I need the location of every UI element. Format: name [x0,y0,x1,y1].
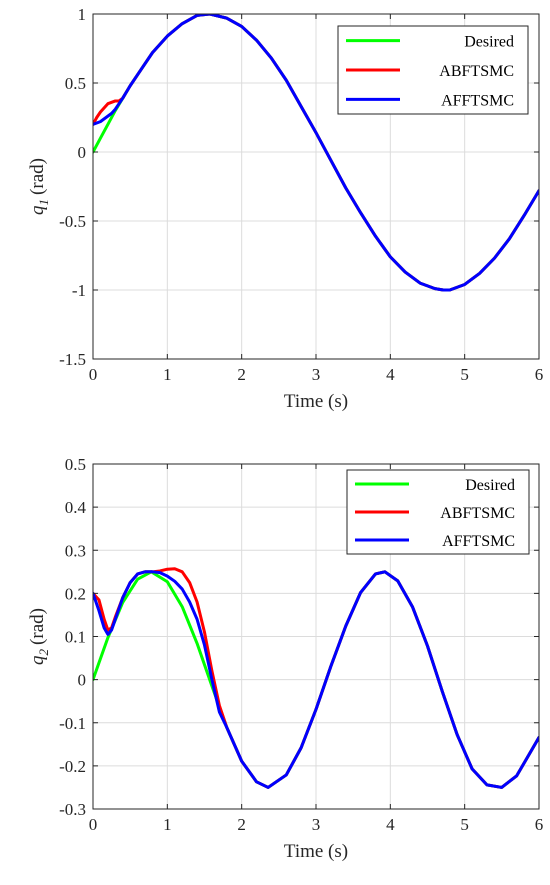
y-axis-title: q1 (rad) [27,158,51,215]
x-tick-label: 4 [386,815,395,834]
y-tick-label: 0.3 [65,541,86,560]
x-axis-title: Time (s) [284,391,348,412]
series-group [93,14,539,292]
y-tick-label: 0 [78,143,87,162]
x-tick-label: 5 [460,365,469,384]
series-line-afftsmc [93,14,539,292]
y-tick-label: -0.2 [59,757,86,776]
legend-label-afftsmc: AFFTSMC [442,533,515,550]
y-tick-label: 0.2 [65,584,86,603]
y-tick-label: -0.3 [59,800,86,819]
y-tick-label: 0.1 [65,628,86,647]
x-tick-label: 6 [535,365,544,384]
y-axis-unit: (rad) [27,608,48,645]
x-tick-label: 3 [312,815,321,834]
y-axis-symbol: q [27,205,48,215]
y-tick-label: -0.5 [59,212,86,231]
y-tick-label: 1 [78,5,87,24]
y-axis-unit: (rad) [27,158,48,195]
x-axis-title: Time (s) [284,841,348,862]
y-tick-label: 0.5 [65,74,86,93]
y-tick-label: 0 [78,671,87,690]
x-tick-label: 2 [237,815,246,834]
x-tick-label: 4 [386,365,395,384]
y-tick-label: -1 [72,281,86,300]
x-tick-label: 3 [312,365,321,384]
x-tick-label: 1 [163,365,172,384]
x-tick-label: 0 [89,365,98,384]
legend: Desired ABFTSMC AFFTSMC [337,25,529,115]
legend: Desired ABFTSMC AFFTSMC [346,469,530,555]
y-axis-subscript: 2 [36,648,51,655]
x-tick-label: 6 [535,815,544,834]
y-axis-subscript: 1 [36,199,51,206]
x-tick-label: 2 [237,365,246,384]
y-tick-label: 0.5 [65,455,86,474]
legend-label-abftsmc: ABFTSMC [440,505,515,522]
series-line-afftsmc [93,570,539,789]
series-group [93,567,539,789]
x-tick-label: 1 [163,815,172,834]
y-tick-label: -0.1 [59,714,86,733]
legend-label-desired: Desired [465,477,515,494]
legend-label-abftsmc: ABFTSMC [439,63,514,80]
y-axis-title: q2 (rad) [27,608,51,665]
legend-label-desired: Desired [464,34,514,51]
chart-panel-2: 0 1 2 3 4 5 6 -0.3 -0.2 -0.1 0 0.1 0.2 0.3 0.4 0.5 Time … [27,455,543,862]
x-tick-label: 0 [89,815,98,834]
y-tick-label: -1.5 [59,350,86,369]
y-axis-symbol: q [27,655,48,665]
x-tick-label: 5 [460,815,469,834]
y-tick-label: 0.4 [65,498,87,517]
legend-label-afftsmc: AFFTSMC [441,92,514,109]
